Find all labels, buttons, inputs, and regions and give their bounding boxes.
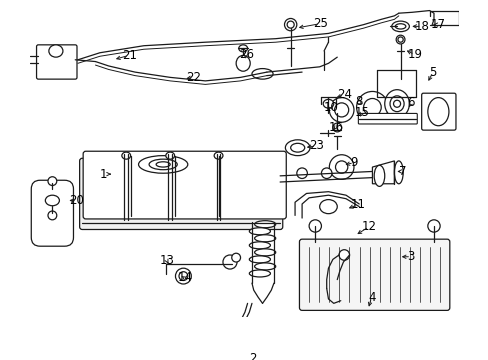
FancyBboxPatch shape [31,180,73,246]
Ellipse shape [329,98,353,122]
Ellipse shape [356,91,387,123]
Text: 16: 16 [328,121,343,134]
Text: 23: 23 [308,139,324,153]
Ellipse shape [373,165,384,186]
Ellipse shape [48,177,57,185]
Text: 19: 19 [407,48,422,61]
Text: 15: 15 [354,106,369,119]
Text: 7: 7 [398,165,406,178]
FancyBboxPatch shape [37,45,77,79]
Ellipse shape [394,24,405,29]
Ellipse shape [308,220,321,232]
Text: 14: 14 [177,271,192,284]
Text: 9: 9 [350,156,357,169]
Ellipse shape [389,96,403,112]
Ellipse shape [214,152,223,159]
Ellipse shape [394,161,403,184]
Text: 17: 17 [429,18,445,31]
Ellipse shape [249,256,270,263]
Ellipse shape [175,268,191,284]
Ellipse shape [48,211,57,220]
Text: 2: 2 [249,352,256,360]
Ellipse shape [236,55,250,71]
Ellipse shape [363,99,381,116]
Ellipse shape [238,45,247,52]
Ellipse shape [329,155,353,179]
Ellipse shape [393,100,400,107]
Ellipse shape [254,249,275,256]
FancyBboxPatch shape [299,239,449,310]
Text: 11: 11 [350,198,365,211]
Ellipse shape [249,270,270,277]
Ellipse shape [397,37,403,42]
Text: 5: 5 [429,66,436,78]
Ellipse shape [384,90,408,118]
Text: 24: 24 [337,89,351,102]
Ellipse shape [323,99,333,108]
Ellipse shape [321,168,331,179]
Polygon shape [372,161,394,184]
Ellipse shape [254,221,275,228]
Ellipse shape [284,18,296,31]
Ellipse shape [285,140,309,156]
Ellipse shape [286,21,294,28]
FancyBboxPatch shape [421,93,455,130]
Ellipse shape [149,159,177,170]
Text: 13: 13 [159,254,174,267]
Text: 12: 12 [361,220,376,233]
Ellipse shape [254,263,275,270]
Ellipse shape [165,152,174,159]
Ellipse shape [138,156,187,173]
Ellipse shape [231,253,240,262]
Ellipse shape [49,45,63,57]
Ellipse shape [249,228,270,235]
Ellipse shape [290,143,304,152]
Ellipse shape [332,123,341,132]
Ellipse shape [254,235,275,242]
Ellipse shape [338,250,349,260]
Ellipse shape [179,272,187,280]
Text: 3: 3 [407,250,414,263]
Text: 4: 4 [367,291,375,304]
Text: 22: 22 [185,71,201,84]
Text: 25: 25 [312,17,327,30]
FancyBboxPatch shape [80,158,282,229]
Ellipse shape [427,220,439,232]
Ellipse shape [251,69,272,79]
Ellipse shape [319,199,337,214]
FancyBboxPatch shape [83,151,285,219]
Ellipse shape [296,168,307,179]
Text: 21: 21 [122,49,137,62]
FancyBboxPatch shape [358,113,416,124]
Ellipse shape [156,162,170,167]
Text: 18: 18 [414,20,428,33]
Ellipse shape [223,255,237,269]
Ellipse shape [45,195,59,206]
Ellipse shape [122,152,130,159]
Ellipse shape [391,21,408,32]
Text: 20: 20 [69,194,84,207]
Ellipse shape [334,103,348,117]
Text: 26: 26 [238,48,253,61]
Text: 10: 10 [324,101,338,114]
Ellipse shape [249,242,270,249]
Text: 1: 1 [99,168,107,181]
Ellipse shape [427,98,448,126]
Ellipse shape [395,35,404,44]
Text: 6: 6 [407,96,414,109]
Ellipse shape [335,161,347,173]
Text: 8: 8 [354,95,362,108]
